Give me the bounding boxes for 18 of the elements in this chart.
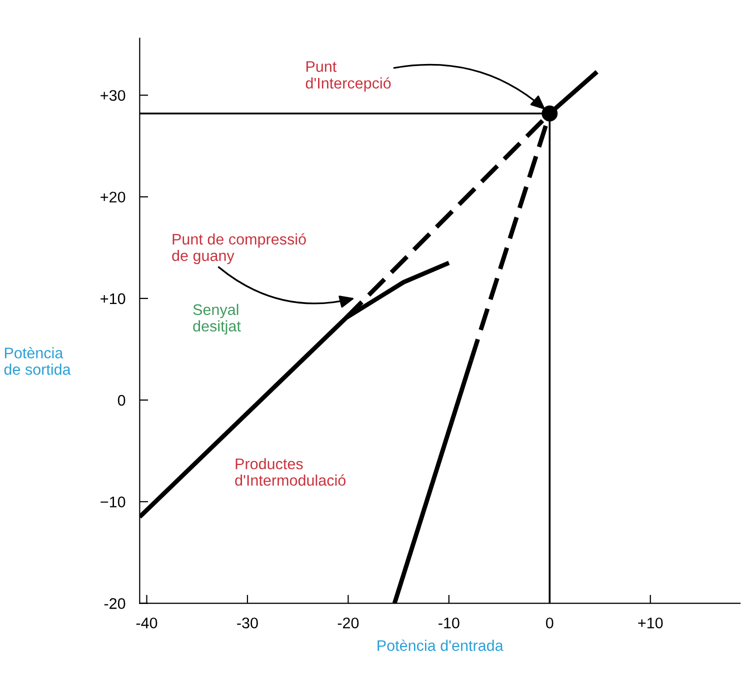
x-tick-label: 0 bbox=[546, 618, 554, 628]
y-tick-label: +20 bbox=[100, 192, 126, 203]
x-axis-title: Potència d'entrada bbox=[378, 640, 504, 651]
y-tick-label: −10 bbox=[100, 496, 126, 508]
annotation: Punt de compressió de guany bbox=[172, 233, 306, 264]
y-tick-label: -20 bbox=[104, 598, 126, 609]
x-tick-label: -20 bbox=[338, 618, 359, 628]
x-tick-label: -10 bbox=[438, 618, 460, 628]
y-tick-label: +30 bbox=[100, 90, 126, 101]
y-tick-label: +10 bbox=[100, 293, 126, 304]
x-tick-label: -30 bbox=[237, 618, 258, 628]
x-tick-label: -40 bbox=[136, 618, 158, 628]
x-tick-label: +10 bbox=[638, 618, 663, 628]
y-tick-label: 0 bbox=[118, 394, 126, 406]
annotation: Productes d'Intermodulació bbox=[235, 458, 346, 486]
y-axis-title: Potència de sortida bbox=[4, 346, 71, 375]
annotation: Punt d'Intercepció bbox=[306, 61, 391, 92]
annotation: Senyal desitjat bbox=[193, 304, 241, 335]
